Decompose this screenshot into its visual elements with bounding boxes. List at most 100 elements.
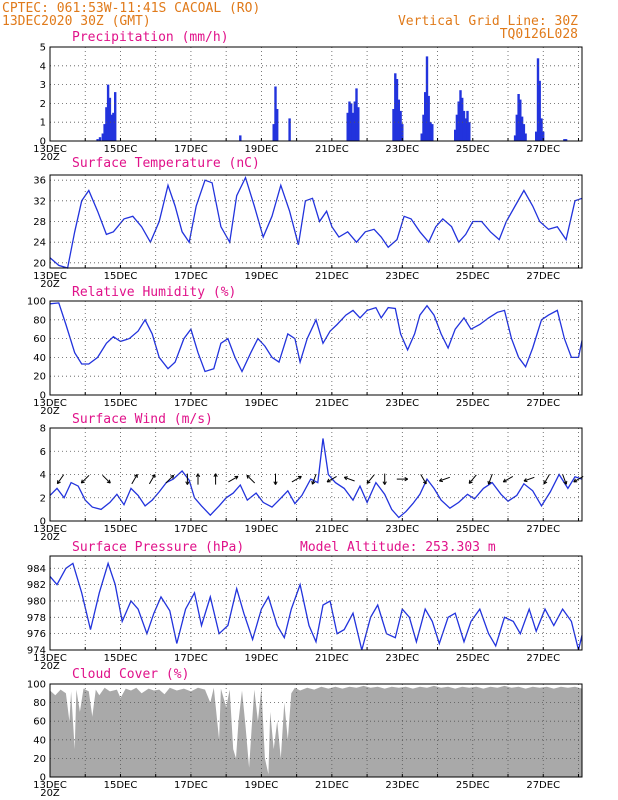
wind-arrow-9 xyxy=(228,475,239,483)
wind-arrow-head-5-1 xyxy=(172,475,175,479)
pressure-title: Surface Pressure (hPa) xyxy=(72,540,244,555)
precip-xlabel-7: 27DEC xyxy=(526,144,560,155)
precip-bar-4 xyxy=(105,107,108,141)
precip-bar-22 xyxy=(392,109,395,141)
precipitation-plot: 0 1 2 3 4 5 13DEC 15DEC 17DEC 19DEC 21DEC 23DEC 25DE… xyxy=(33,43,583,163)
humidity-title: Relative Humidity (%) xyxy=(72,285,236,300)
wind-xlabel-7: 27DEC xyxy=(526,524,560,535)
wind-arrow-6 xyxy=(185,473,190,485)
wind-arrow-shaft-22 xyxy=(488,473,493,485)
wind-arrow-0 xyxy=(56,474,65,485)
wind-arrow-shaft-10 xyxy=(246,474,256,484)
temp-ytick-1: 24 xyxy=(33,238,46,249)
wind-arrow-head-9-1 xyxy=(235,476,239,480)
precip-bar-0 xyxy=(96,139,99,141)
cloud-xlabel-7: 27DEC xyxy=(526,780,560,791)
wind-arrow-shaft-24 xyxy=(523,476,535,482)
precip-bar-53 xyxy=(538,80,541,141)
wind-arrow-19 xyxy=(420,474,427,485)
cloud-xlabel-6: 25DEC xyxy=(456,780,490,791)
wind-xlabel-2: 17DEC xyxy=(174,524,208,535)
rh-ytick-1: 20 xyxy=(33,372,46,383)
precip-xlabel-6: 25DEC xyxy=(456,144,490,155)
pres-xlabel-2: 17DEC xyxy=(174,653,208,664)
precip-bar-31 xyxy=(425,56,429,141)
wind-arrow-head-21-1 xyxy=(468,479,471,484)
precip-bar-56 xyxy=(563,139,566,141)
cloud-frame xyxy=(49,683,583,778)
precip-bar-13 xyxy=(276,109,279,141)
precip-bar-54 xyxy=(540,118,543,141)
cloud-area xyxy=(50,685,582,777)
rh-ytick-2: 40 xyxy=(33,353,46,364)
cloud-xlabel-2: 17DEC xyxy=(174,780,208,791)
precip-bar-28 xyxy=(420,133,423,141)
pres-xlabel-5: 23DEC xyxy=(385,653,419,664)
precip-ytick-1: 1 xyxy=(40,118,46,129)
precip-bar-37 xyxy=(457,101,460,141)
wind-xlabel-0: 13DEC xyxy=(33,524,67,535)
precip-bar-45 xyxy=(515,114,518,141)
wind-arrow-head-8-1 xyxy=(215,473,218,477)
rh-ytick-0: 0 xyxy=(40,391,46,402)
panel-cloud-cover: Cloud Cover (%) 0 20 40 60 80 100 13DEC 15DEC 17… xyxy=(27,667,583,799)
wind-xlabel-4: 21DEC xyxy=(315,524,349,535)
wind-arrow-shaft-20 xyxy=(439,476,450,482)
wind-arrow-20 xyxy=(439,476,450,483)
wind-arrow-shaft-13 xyxy=(311,473,317,485)
wind-ytick-1: 2 xyxy=(40,493,46,504)
precip-ytick-0: 0 xyxy=(40,137,46,148)
precip-bar-8 xyxy=(112,112,115,141)
wind-arrow-25 xyxy=(543,474,550,485)
wind-arrow-shaft-1 xyxy=(80,474,90,484)
rh-xlabel-suffix: 20Z xyxy=(40,406,60,417)
precip-bar-23 xyxy=(394,73,397,141)
wind-arrow-shaft-12 xyxy=(291,475,302,483)
rh-frame xyxy=(49,300,583,396)
temp-xlabel-7: 27DEC xyxy=(526,271,560,282)
wind-arrow-head-19-1 xyxy=(422,481,427,485)
panel-temperature: Surface Temperature (nC) 20 24 28 32 36 13DEC… xyxy=(33,156,583,290)
wind-ytick-4: 8 xyxy=(40,424,46,435)
cloud-xlabel-3: 19DEC xyxy=(245,780,279,791)
precip-xlabel-suffix: 20Z xyxy=(40,152,60,163)
temp-ytick-0: 20 xyxy=(33,258,46,269)
wind-arrow-23 xyxy=(502,475,514,483)
header-code: TQ0126L028 xyxy=(500,27,578,42)
precip-bar-1 xyxy=(98,137,102,141)
precip-xlabel-1: 15DEC xyxy=(104,144,138,155)
cloud-xlabel-0: 13DEC xyxy=(33,780,67,791)
wind-arrow-head-18-1 xyxy=(404,478,409,482)
wind-xlabel-1: 15DEC xyxy=(104,524,138,535)
wind-arrow-shaft-5 xyxy=(165,474,175,484)
temp-xlabel-2: 17DEC xyxy=(174,271,208,282)
temperature-plot: 20 24 28 32 36 13DEC 15DEC 17DEC 19DEC 21DEC 23DEC… xyxy=(33,174,583,290)
rh-xlabel-5: 23DEC xyxy=(385,398,419,409)
wind-arrow-22 xyxy=(487,473,493,485)
precip-bar-3 xyxy=(103,124,106,141)
rh-ytick-3: 60 xyxy=(33,334,46,345)
cloud-cover-plot: 0 20 40 60 80 100 13DEC 15DEC 17DEC 19DEC 21DEC 23D… xyxy=(27,680,583,799)
precip-bar-9 xyxy=(114,92,117,141)
precipitation-title: Precipitation (mm/h) xyxy=(72,30,229,45)
wind-arrow-head-23-1 xyxy=(502,478,506,483)
temp-ytick-3: 32 xyxy=(33,196,46,207)
rh-xlabel-3: 19DEC xyxy=(245,398,279,409)
precip-bar-11 xyxy=(272,124,275,141)
pres-ytick-2: 978 xyxy=(27,613,46,624)
header-station: CPTEC: 061:53W-11:41S CACOAL (RO) xyxy=(2,1,260,16)
cloud-ytick-2: 40 xyxy=(33,735,46,746)
temp-xlabel-5: 23DEC xyxy=(385,271,419,282)
wind-arrow-1 xyxy=(80,474,90,484)
rh-xlabel-4: 21DEC xyxy=(315,398,349,409)
precip-bar-44 xyxy=(513,135,517,141)
precip-ytick-4: 4 xyxy=(40,61,46,72)
precip-bar-19 xyxy=(353,101,356,141)
wind-ytick-0: 0 xyxy=(40,517,46,528)
wind-arrow-head-11-1 xyxy=(273,481,276,485)
precip-bar-33 xyxy=(429,122,432,141)
wind-frame xyxy=(49,427,583,522)
cloud-xlabel-4: 21DEC xyxy=(315,780,349,791)
wind-line xyxy=(49,438,583,519)
